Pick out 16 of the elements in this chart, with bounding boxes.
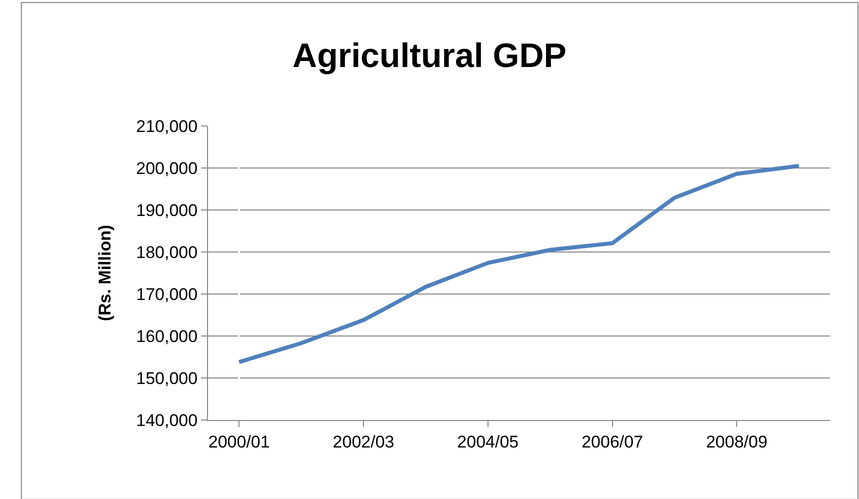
y-tick-label: 170,000 [136, 284, 198, 304]
y-tick-label: 150,000 [136, 368, 198, 388]
y-tick-label: 210,000 [136, 116, 198, 136]
chart-title: Agricultural GDP [292, 36, 566, 75]
x-tick-label: 2004/05 [457, 432, 519, 452]
x-tick-label: 2002/03 [332, 432, 394, 452]
y-axis-title: (Rs. Million) [96, 224, 115, 322]
y-tick-label: 180,000 [136, 242, 198, 262]
x-tick-label: 2006/07 [582, 432, 644, 452]
x-tick-label: 2008/09 [706, 432, 768, 452]
y-tick-label: 190,000 [136, 200, 198, 220]
y-tick-label: 160,000 [136, 326, 198, 346]
y-tick-label: 200,000 [136, 158, 198, 178]
x-tick-label: 2000/01 [208, 432, 270, 452]
line-series [237, 164, 801, 364]
y-tick-label: 140,000 [136, 410, 198, 430]
